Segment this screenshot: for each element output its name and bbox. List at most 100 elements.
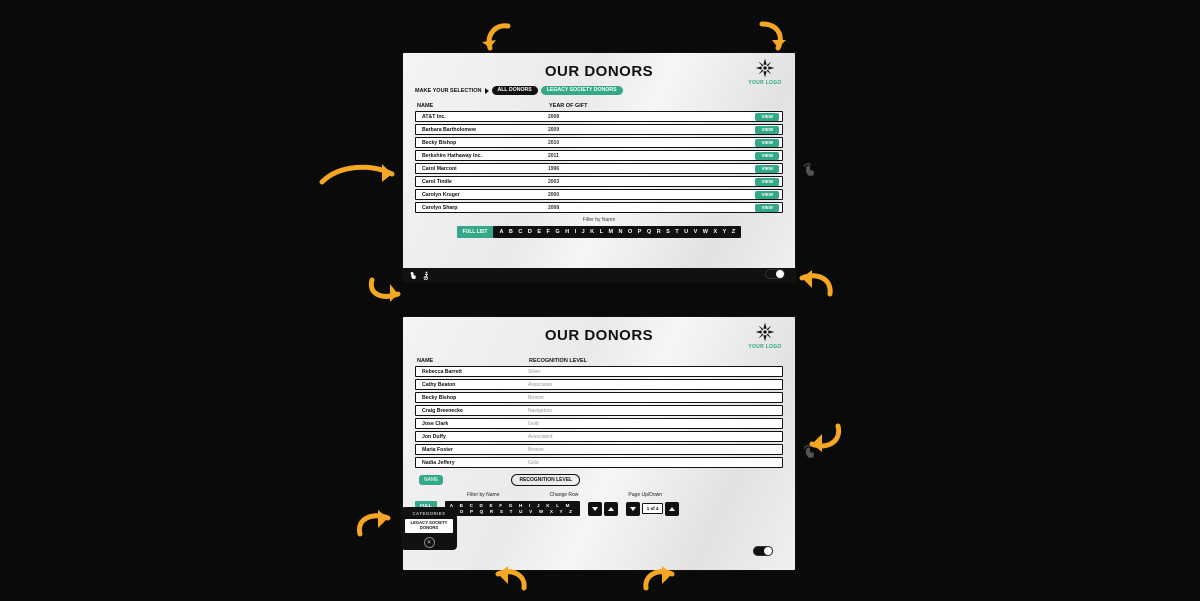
alpha-letter[interactable]: S: [666, 229, 670, 235]
brand-logo-text: YOUR LOGO: [745, 80, 785, 86]
cell-name: Carol Marconi: [416, 166, 536, 172]
alpha-letter[interactable]: L: [600, 229, 604, 235]
alpha-letter[interactable]: A: [499, 229, 503, 235]
cell-recognition: Gold: [516, 460, 782, 466]
alpha-letter[interactable]: V: [694, 229, 698, 235]
table-row[interactable]: Craig BreeneckeNavigators: [415, 405, 783, 416]
view-button[interactable]: VIEW: [755, 139, 779, 147]
table-row[interactable]: Carolyn Kruger2000VIEW: [415, 189, 783, 200]
cell-year: 2003: [536, 179, 696, 185]
table-row[interactable]: Nadia JefferyGold: [415, 457, 783, 468]
full-list-button[interactable]: FULL LIST: [457, 226, 494, 238]
table-row[interactable]: Cathy BeatonAssociates: [415, 379, 783, 390]
view-button[interactable]: VIEW: [755, 113, 779, 121]
sort-by-name-button[interactable]: NAME: [419, 475, 443, 485]
control-labels: Filter by Name Change Row Page Up/Down: [415, 492, 783, 498]
alpha-letter[interactable]: U: [684, 229, 688, 235]
page-up-button[interactable]: [665, 502, 679, 516]
alpha-letter[interactable]: M: [608, 229, 613, 235]
bottom-toolbar: [403, 268, 795, 282]
alpha-letter[interactable]: F: [546, 229, 550, 235]
alpha-letter[interactable]: J: [582, 229, 585, 235]
view-button[interactable]: VIEW: [755, 165, 779, 173]
page-down-button[interactable]: [626, 502, 640, 516]
table-row[interactable]: AT&T Inc.2008VIEW: [415, 111, 783, 122]
filter-legacy-donors[interactable]: LEGACY SOCIETY DONORS: [541, 86, 623, 95]
table-row[interactable]: Barbara Bartholomew2009VIEW: [415, 124, 783, 135]
accessibility-icon[interactable]: [422, 271, 431, 280]
alpha-letter[interactable]: B: [509, 229, 513, 235]
table-row[interactable]: Berkshire Hathaway Inc.2011VIEW: [415, 150, 783, 161]
touch-icon[interactable]: [409, 271, 418, 280]
cell-name: Carol Tindle: [416, 179, 536, 185]
mode-toggle[interactable]: [765, 269, 785, 279]
alpha-letters-grid[interactable]: A B C D E F G H I J K L M N O P Q R S T …: [445, 501, 580, 516]
alpha-letter[interactable]: H: [565, 229, 569, 235]
row-up-button[interactable]: [604, 502, 618, 516]
categories-title: CATEGORIES: [412, 511, 445, 516]
table-row[interactable]: Carol Marconi1996 VIEW: [415, 163, 783, 174]
callout-arrow-icon: [352, 508, 398, 547]
alpha-letter[interactable]: I: [575, 229, 577, 235]
row-stepper: [588, 502, 618, 516]
table-row[interactable]: Becky Bishop2010VIEW: [415, 137, 783, 148]
table-header: NAME RECOGNITION LEVEL: [415, 358, 783, 364]
chevron-right-icon: [485, 88, 489, 94]
brand-logo: YOUR LOGO: [745, 321, 785, 350]
alpha-letter[interactable]: N: [619, 229, 623, 235]
table-row[interactable]: Carol Tindle2003 VIEW: [415, 176, 783, 187]
alpha-letter[interactable]: Q: [647, 229, 652, 235]
alpha-letter[interactable]: C: [518, 229, 522, 235]
alpha-letter[interactable]: G: [555, 229, 560, 235]
alpha-letter[interactable]: O: [628, 229, 633, 235]
table-header: NAME YEAR OF GIFT: [415, 103, 783, 109]
brand-logo-text: YOUR LOGO: [745, 344, 785, 350]
view-button[interactable]: VIEW: [755, 191, 779, 199]
categories-chip[interactable]: LEGACY SOCIETY DONORS: [405, 519, 453, 533]
alpha-letter[interactable]: X: [713, 229, 717, 235]
cell-recognition: Associates: [516, 382, 782, 388]
cell-year: 1996: [536, 166, 696, 172]
close-icon[interactable]: ×: [424, 537, 435, 548]
cell-recognition: Bronze: [516, 447, 782, 453]
view-button[interactable]: VIEW: [755, 204, 779, 212]
view-button[interactable]: VIEW: [755, 178, 779, 186]
alpha-filter-strip: FULL LIST ABCDEFGHIJKLMNOPQRSTUVWXYZ: [415, 226, 783, 238]
alpha-letter[interactable]: Z: [732, 229, 736, 235]
cell-name: Becky Bishop: [416, 395, 516, 401]
table-row[interactable]: Carolyn Sharp2008VIEW: [415, 202, 783, 213]
alpha-letter[interactable]: E: [537, 229, 541, 235]
table-row[interactable]: Becky BishopBronze: [415, 392, 783, 403]
alpha-letter[interactable]: D: [528, 229, 532, 235]
callout-arrow-icon: [636, 566, 680, 601]
sort-by-recognition-button[interactable]: RECOGNITION LEVEL: [511, 474, 580, 486]
filter-all-donors[interactable]: ALL DONORS: [492, 86, 538, 95]
callout-arrow-icon: [316, 158, 400, 197]
table-row[interactable]: Jose ClarkGold: [415, 418, 783, 429]
alpha-letter[interactable]: K: [590, 229, 594, 235]
view-button[interactable]: VIEW: [755, 152, 779, 160]
categories-popup: CATEGORIES LEGACY SOCIETY DONORS ×: [401, 507, 457, 550]
table-row[interactable]: Maria FosterBronze: [415, 444, 783, 455]
cell-name: Carolyn Kruger: [416, 192, 536, 198]
table-row[interactable]: Jon DuffyAssociated: [415, 431, 783, 442]
table-row[interactable]: Rebecca BarrettSilver: [415, 366, 783, 377]
callout-arrow-icon: [490, 566, 534, 601]
donor-table: AT&T Inc.2008VIEW Barbara Bartholomew2009…: [415, 111, 783, 213]
cell-name: Craig Breenecke: [416, 408, 516, 414]
cell-name: Becky Bishop: [416, 140, 536, 146]
alpha-letter[interactable]: T: [675, 229, 679, 235]
page-indicator: 1 of 4: [642, 503, 664, 514]
donor-panel-keyboard: YOUR LOGO OUR DONORS NAME RECOGNITION LE…: [402, 316, 796, 571]
callout-arrow-icon: [792, 268, 838, 307]
selection-bar: MAKE YOUR SELECTION ALL DONORS LEGACY SO…: [415, 86, 783, 95]
alpha-letter[interactable]: R: [657, 229, 661, 235]
row-down-button[interactable]: [588, 502, 602, 516]
alpha-letter[interactable]: Y: [723, 229, 727, 235]
alpha-letter[interactable]: P: [638, 229, 642, 235]
alpha-letter[interactable]: W: [703, 229, 709, 235]
mode-toggle[interactable]: [753, 546, 773, 556]
view-button[interactable]: VIEW: [755, 126, 779, 134]
cell-name: Nadia Jeffery: [416, 460, 516, 466]
tap-hint-icon: [801, 161, 819, 179]
